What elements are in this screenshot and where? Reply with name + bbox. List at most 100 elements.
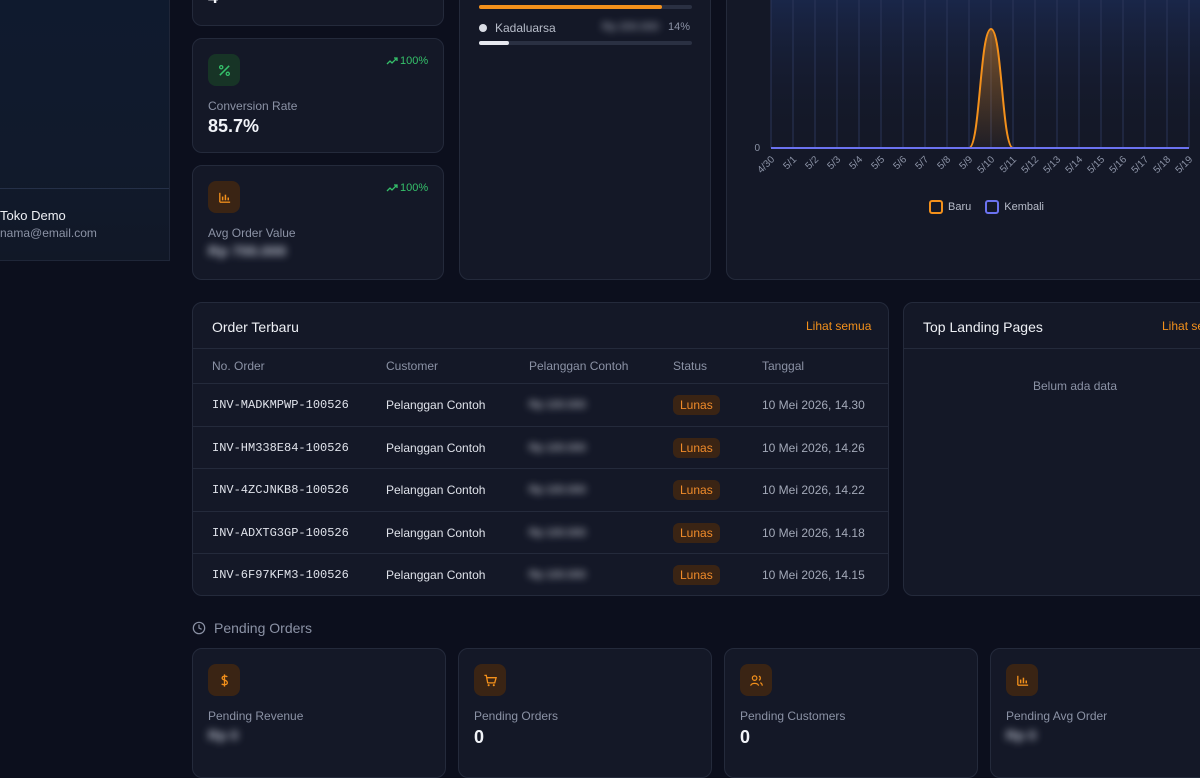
- status-badge-cell: Lunas: [673, 427, 720, 469]
- table-row[interactable]: INV-ADXTG3GP-100526 Pelanggan Contoh Rp 10…: [193, 510, 888, 554]
- pending-value: Rp 0: [1006, 727, 1037, 743]
- column-header-customer[interactable]: Customer: [386, 359, 439, 373]
- status-badge-cell: Lunas: [673, 384, 720, 426]
- column-header-date[interactable]: Tanggal: [762, 359, 805, 373]
- order-date: 10 Mei 2026, 14.18: [762, 525, 865, 540]
- order-date: 10 Mei 2026, 14.15: [762, 568, 865, 583]
- order-id[interactable]: INV-6F97KFM3-100526: [212, 568, 349, 583]
- trend-indicator: 100%: [386, 55, 428, 67]
- x-tick-label: 5/13: [1042, 154, 1064, 176]
- order-id[interactable]: INV-ADXTG3GP-100526: [212, 525, 349, 540]
- header-divider: [193, 348, 888, 349]
- status-dot-icon: [479, 24, 487, 32]
- table-row[interactable]: INV-HM338E84-100526 Pelanggan Contoh Rp 10…: [193, 425, 888, 469]
- order-date: 10 Mei 2026, 14.26: [762, 440, 865, 455]
- order-id[interactable]: INV-HM338E84-100526: [212, 440, 349, 455]
- order-customer: Pelanggan Contoh: [386, 568, 486, 583]
- pending-value: 0: [740, 727, 751, 747]
- pending-card: Pending Avg Order Rp 0: [990, 648, 1200, 778]
- x-tick-label: 5/1: [782, 154, 800, 172]
- x-tick-label: 5/8: [936, 154, 954, 172]
- progress-fill: [479, 41, 509, 45]
- x-tick-label: 5/3: [826, 154, 844, 172]
- sidebar-divider: [0, 188, 169, 189]
- legend-item-baru[interactable]: Baru: [929, 200, 971, 214]
- view-all-landing-link[interactable]: Lihat semua: [1162, 319, 1200, 333]
- y-tick-label: 0: [754, 143, 760, 154]
- order-customer: Pelanggan Contoh: [386, 440, 486, 455]
- x-tick-label: 5/4: [848, 154, 866, 172]
- bar-chart-icon: [1006, 664, 1038, 696]
- order-amount: Rp 100.000: [529, 484, 586, 497]
- legend-item-kembali[interactable]: Kembali: [985, 200, 1044, 214]
- status-percent: 14%: [668, 21, 691, 33]
- status-badge: Lunas: [673, 565, 720, 586]
- stat-card-avg-order: 100% Avg Order Value Rp 700.000: [192, 165, 444, 280]
- legend-swatch: [985, 200, 1000, 214]
- stat-value: 85.7%: [208, 116, 260, 136]
- bar-chart-icon: [208, 181, 240, 213]
- pending-label: Pending Customers: [740, 709, 846, 723]
- x-tick-label: 5/11: [998, 154, 1019, 175]
- order-customer: Pelanggan Contoh: [386, 398, 486, 412]
- pending-label: Pending Orders: [474, 709, 559, 723]
- x-tick-label: 5/12: [1020, 154, 1042, 176]
- sidebar: Toko Demo nama@email.com: [0, 0, 170, 261]
- order-amount: Rp 100.000: [529, 569, 586, 582]
- clock-icon: [192, 621, 206, 635]
- trend-value: 100%: [400, 182, 429, 194]
- view-all-orders-link[interactable]: Lihat semua: [806, 319, 872, 333]
- status-badge-cell: Lunas: [673, 512, 720, 554]
- status-amount: Rp 200.000: [602, 21, 659, 33]
- table-row[interactable]: INV-6F97KFM3-100526 Pelanggan Contoh Rp 10…: [193, 553, 888, 595]
- column-header-order[interactable]: No. Order: [212, 359, 265, 373]
- status-badge: Lunas: [673, 437, 720, 458]
- x-tick-label: 5/18: [1152, 154, 1174, 176]
- x-tick-label: 5/15: [1086, 154, 1108, 176]
- landing-pages-card: Top Landing Pages Lihat semua Belum ada …: [903, 302, 1200, 596]
- recent-orders-card: Order Terbaru Lihat semua No. Order Cust…: [192, 302, 889, 596]
- status-badge: Lunas: [673, 480, 720, 501]
- progress-track: [479, 41, 692, 45]
- table-row[interactable]: INV-MADKMPWP-100526 Pelanggan Contoh Rp 10…: [193, 383, 888, 426]
- table-row[interactable]: INV-4ZCJNKB8-100526 Pelanggan Contoh Rp 10…: [193, 468, 888, 511]
- pending-section-header: Pending Orders: [192, 620, 312, 636]
- order-id[interactable]: INV-4ZCJNKB8-100526: [212, 483, 349, 498]
- x-tick-label: 5/17: [1130, 154, 1152, 176]
- x-tick-label: 5/16: [1108, 154, 1130, 176]
- pending-value: 0: [474, 727, 485, 747]
- legend-swatch: [929, 200, 943, 214]
- order-date: 10 Mei 2026, 14.30: [762, 398, 865, 412]
- order-customer: Pelanggan Contoh: [386, 483, 486, 498]
- status-badge: Lunas: [673, 395, 720, 415]
- trend-indicator: 100%: [386, 182, 428, 194]
- stat-value: Rp 700.000: [208, 243, 287, 260]
- landing-title: Top Landing Pages: [923, 319, 1043, 335]
- x-tick-label: 4/30: [756, 154, 778, 176]
- status-badge-cell: Lunas: [673, 554, 720, 595]
- order-customer: Pelanggan Contoh: [386, 525, 486, 540]
- status-label: Kadaluarsa: [495, 21, 556, 35]
- column-header-amount[interactable]: Pelanggan Contoh: [529, 359, 629, 373]
- status-badge: Lunas: [673, 522, 720, 543]
- order-amount: Rp 100.000: [529, 441, 586, 454]
- store-name[interactable]: Toko Demo: [0, 208, 66, 223]
- pending-value: Rp 0: [208, 727, 239, 743]
- trend-up-icon: [386, 57, 398, 65]
- pending-card: Pending Orders 0: [458, 648, 712, 778]
- pending-card: Pending Customers 0: [724, 648, 978, 778]
- progress-track: [479, 5, 692, 9]
- order-date: 10 Mei 2026, 14.22: [762, 483, 865, 498]
- status-breakdown-card: Kadaluarsa Rp 200.000 14%: [459, 0, 711, 280]
- percent-icon: [208, 54, 240, 86]
- legend-label: Baru: [948, 201, 972, 213]
- order-id[interactable]: INV-MADKMPWP-100526: [212, 398, 349, 412]
- empty-state: Belum ada data: [1033, 379, 1118, 393]
- x-tick-label: 5/19: [1174, 154, 1196, 176]
- stat-partial-value: 4: [208, 0, 218, 8]
- column-header-status[interactable]: Status: [673, 359, 708, 373]
- orders-title: Order Terbaru: [212, 319, 299, 335]
- dollar-icon: [208, 664, 240, 696]
- users-icon: [740, 664, 772, 696]
- stat-label: Avg Order Value: [208, 226, 296, 240]
